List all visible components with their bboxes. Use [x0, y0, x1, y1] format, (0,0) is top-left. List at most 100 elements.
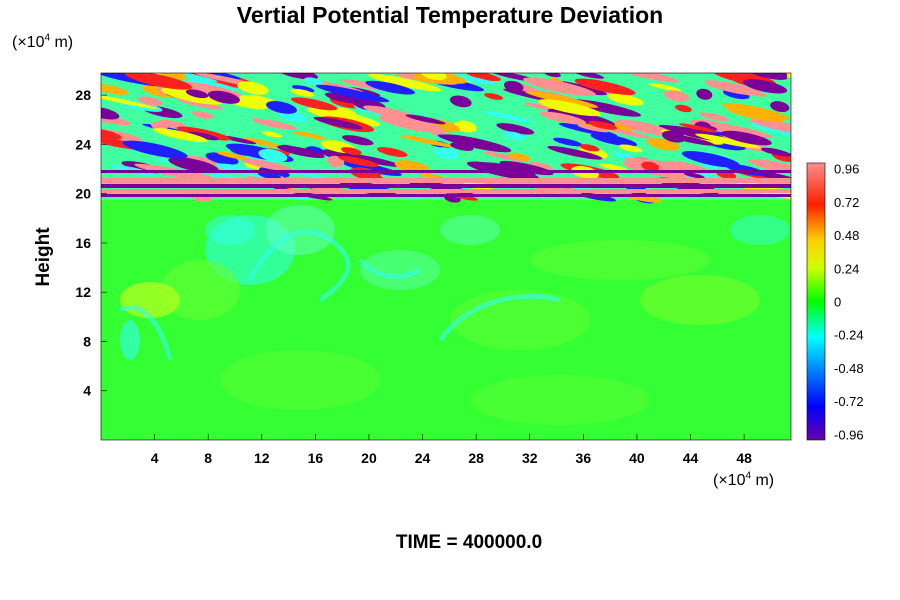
field-wave	[683, 172, 705, 179]
colorbar-label: -0.72	[834, 394, 864, 409]
field-wave	[237, 81, 269, 95]
field-wave	[137, 96, 163, 106]
field-wave	[698, 112, 730, 122]
x-tick-label: 44	[683, 450, 699, 466]
field-wave	[363, 105, 418, 120]
field-layer-band	[101, 189, 791, 193]
field-wave	[257, 171, 282, 180]
field-wave	[365, 80, 416, 95]
field-feature	[360, 250, 440, 290]
field-wave	[420, 73, 447, 81]
field-wave	[440, 134, 512, 153]
field-wave	[101, 128, 122, 140]
field-image	[101, 73, 791, 440]
field-wave	[222, 135, 257, 145]
field-swirl	[358, 258, 422, 280]
x-tick-label: 32	[522, 450, 538, 466]
field-wave	[590, 133, 638, 147]
field-swirl	[118, 305, 173, 361]
x-axis-unit: (×104 m)	[713, 470, 775, 490]
field-feature	[530, 240, 710, 280]
field-wave	[304, 77, 324, 86]
field-wave	[434, 147, 460, 160]
field-swirl	[438, 293, 561, 342]
field-wave	[262, 131, 282, 138]
x-unit-prefix: (×10	[713, 472, 746, 489]
field-wave	[544, 73, 561, 78]
colorbar-label: 0.72	[834, 195, 859, 210]
x-tick-label: 4	[151, 450, 159, 466]
field-feature	[120, 282, 180, 318]
field-wave	[481, 110, 535, 123]
field-wave	[615, 119, 672, 136]
field-wave	[539, 111, 587, 125]
field-wave	[153, 128, 208, 143]
colorbar-label: 0	[834, 295, 841, 310]
field-wave	[191, 110, 214, 119]
x-unit-suffix: m)	[751, 472, 775, 489]
colorbar: 0.96 0.72 0.48 0.24 0 -0.24 -0.48 -0.72 -0.96	[806, 162, 864, 442]
x-tick-label: 36	[576, 450, 592, 466]
field-wave	[695, 133, 761, 149]
colorbar-gradient	[806, 162, 826, 441]
field-wave	[155, 73, 218, 82]
colorbar-label: 0.48	[834, 228, 859, 243]
field-wave	[340, 147, 362, 156]
field-wave	[376, 147, 408, 157]
field-wave	[573, 73, 605, 79]
field-wave	[277, 145, 325, 159]
field-layer-band	[101, 194, 791, 197]
y-tick-label: 20	[75, 186, 91, 202]
colorbar-label: 0.96	[834, 162, 859, 177]
y-tick-label: 12	[75, 284, 91, 300]
field-wave	[313, 116, 363, 130]
field-wave	[647, 82, 682, 92]
field-wave	[663, 90, 690, 102]
field-wave	[525, 90, 599, 108]
chart-title: Vertial Potential Temperature Deviation	[236, 2, 664, 28]
y-unit-exponent: 4	[44, 32, 51, 44]
field-wave	[278, 111, 309, 123]
colorbar-label: -0.48	[834, 361, 864, 376]
field-wave	[325, 92, 361, 104]
field-feature	[120, 320, 140, 360]
field-wave	[379, 114, 444, 133]
field-wave	[187, 131, 219, 141]
field-wave	[258, 148, 288, 163]
field-wave	[508, 152, 531, 161]
field-wave	[678, 123, 718, 133]
field-wave	[216, 151, 248, 160]
field-wave	[386, 73, 453, 85]
field-wave	[599, 163, 628, 172]
x-tick-label: 12	[254, 450, 270, 466]
field-wave	[292, 130, 325, 140]
field-wave	[721, 130, 772, 146]
x-tick-label: 16	[308, 450, 324, 466]
field-wave	[770, 101, 790, 113]
time-label: TIME =	[395, 532, 463, 553]
field-feature	[160, 260, 240, 320]
field-wave	[747, 73, 788, 80]
field-wave	[675, 104, 692, 113]
field-wave	[185, 89, 209, 99]
field-wave	[405, 114, 446, 125]
x-tick-label: 48	[736, 450, 752, 466]
field-wave	[502, 131, 526, 141]
field-layer-band	[101, 170, 791, 173]
field-wave	[398, 134, 454, 148]
field-wave	[641, 161, 660, 172]
plot-frame	[100, 72, 792, 441]
field-wave	[205, 152, 239, 165]
field-wave	[187, 78, 238, 92]
field-wave	[397, 73, 415, 79]
x-unit-exponent: 4	[745, 470, 752, 482]
field-feature	[470, 375, 650, 425]
field-wave	[579, 144, 600, 152]
field-wave	[315, 84, 390, 103]
y-tick-label: 28	[75, 87, 91, 103]
field-layer-band	[101, 184, 791, 188]
field-wave	[466, 73, 501, 82]
y-axis: 4 8 12 16 20 24 28	[75, 87, 107, 399]
field-wave	[646, 138, 680, 151]
